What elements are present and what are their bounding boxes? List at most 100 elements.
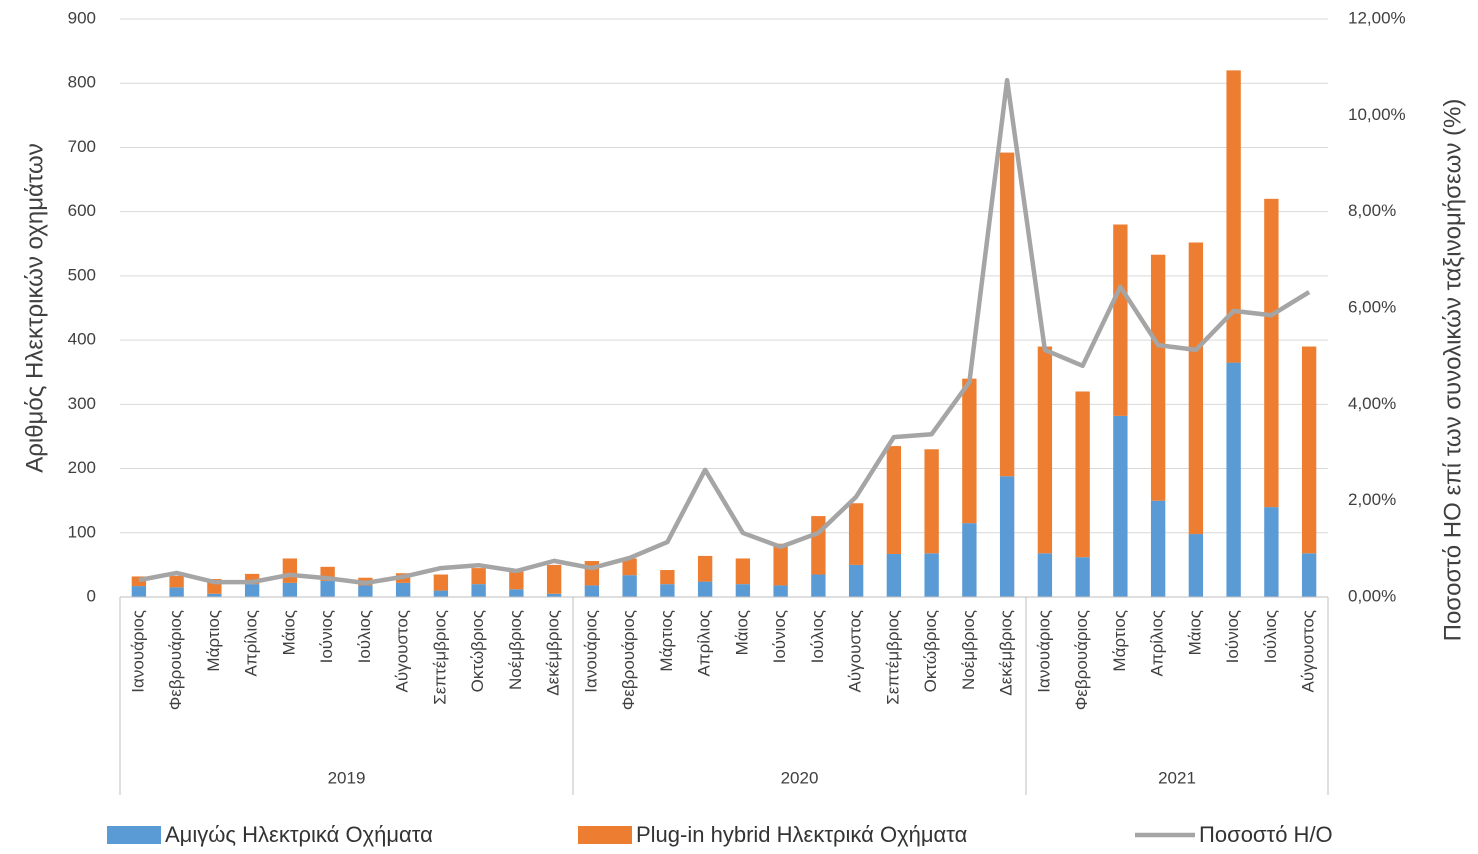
- x-tick-label: Αύγουστος: [1299, 610, 1318, 693]
- bar: [282, 558, 298, 583]
- x-tick-label: Ιανουάριος: [581, 610, 600, 693]
- bar: [1188, 242, 1204, 535]
- x-tick-label: Νοέμβριος: [506, 610, 525, 690]
- bar: [509, 589, 524, 597]
- x-tick-label: Ιούνιος: [770, 610, 789, 663]
- bar: [169, 587, 184, 597]
- legend-swatch: [578, 826, 632, 844]
- x-tick-label: Ιούλιος: [355, 610, 374, 663]
- group-label: 2020: [781, 768, 819, 787]
- x-tick-label: Ιανουάριος: [128, 610, 147, 693]
- x-tick-label: Ιούνιος: [317, 610, 336, 663]
- bar: [1113, 224, 1128, 416]
- group-label: 2019: [328, 768, 366, 787]
- x-tick-label: Σεπτέμβριος: [430, 610, 449, 705]
- bar: [1150, 254, 1166, 501]
- bar: [358, 585, 373, 597]
- y2-tick-label: 4,00%: [1348, 394, 1396, 413]
- bar: [660, 584, 675, 597]
- bar: [1226, 70, 1241, 363]
- x-tick-label: Δεκέμβριος: [997, 610, 1016, 696]
- bar: [1264, 507, 1279, 597]
- y-tick-label: 0: [87, 586, 96, 605]
- x-tick-label: Μάιος: [279, 610, 298, 655]
- x-tick-label: Ιούλιος: [808, 610, 827, 663]
- bar: [622, 575, 637, 597]
- bar: [207, 593, 222, 597]
- bar: [471, 568, 486, 585]
- bar: [1188, 534, 1204, 597]
- bar: [962, 523, 977, 597]
- x-tick-label: Απρίλιος: [695, 610, 714, 676]
- bar: [1301, 346, 1317, 554]
- x-tick-label: Αύγουστος: [846, 610, 865, 693]
- bar: [660, 570, 675, 585]
- bar: [1150, 500, 1166, 597]
- bar: [546, 564, 562, 594]
- bar: [811, 516, 826, 575]
- y-tick-label: 800: [68, 73, 96, 92]
- bar: [395, 582, 411, 597]
- bar: [1037, 553, 1053, 597]
- x-tick-label: Ιανουάριος: [1034, 610, 1053, 693]
- bar: [962, 378, 977, 524]
- bar: [320, 580, 335, 597]
- y-tick-label: 100: [68, 522, 96, 541]
- bar: [886, 553, 902, 597]
- bar: [848, 503, 864, 565]
- bar: [848, 564, 864, 597]
- bar: [433, 590, 449, 597]
- y-tick-label: 500: [68, 265, 96, 284]
- bar: [169, 575, 184, 588]
- x-tick-label: Φεβρουάριος: [619, 610, 638, 710]
- bar: [924, 553, 939, 597]
- bar: [131, 586, 147, 597]
- x-tick-label: Μάρτιος: [657, 610, 676, 672]
- bar: [622, 558, 637, 576]
- bar: [546, 593, 562, 597]
- bar: [1037, 346, 1053, 554]
- bar: [999, 152, 1015, 477]
- legend-label: Plug-in hybrid Ηλεκτρικά Οχήματα: [636, 822, 968, 847]
- y-tick-label: 900: [68, 8, 96, 27]
- y2-tick-label: 2,00%: [1348, 490, 1396, 509]
- group-label: 2021: [1158, 768, 1196, 787]
- x-tick-label: Νοέμβριος: [959, 610, 978, 690]
- x-tick-label: Οκτώβριος: [921, 610, 940, 692]
- bar: [811, 574, 826, 597]
- bar: [924, 449, 939, 554]
- x-tick-label: Σεπτέμβριος: [883, 610, 902, 705]
- x-tick-label: Μάρτιος: [204, 610, 223, 672]
- bar: [697, 555, 713, 582]
- y-tick-label: 300: [68, 394, 96, 413]
- x-tick-label: Αύγουστος: [393, 610, 412, 693]
- bar: [433, 574, 449, 591]
- bar: [1075, 391, 1090, 558]
- y-tick-label: 700: [68, 137, 96, 156]
- x-tick-label: Απρίλιος: [1148, 610, 1167, 676]
- x-tick-label: Ιούνιος: [1223, 610, 1242, 663]
- bar: [131, 576, 147, 587]
- bar: [244, 573, 260, 585]
- y2-tick-label: 0,00%: [1348, 586, 1396, 605]
- y2-tick-label: 8,00%: [1348, 201, 1396, 220]
- x-tick-label: Φεβρουάριος: [1072, 610, 1091, 710]
- bar: [773, 585, 788, 597]
- bar: [471, 584, 486, 597]
- y2-tick-label: 6,00%: [1348, 297, 1396, 316]
- y-tick-label: 400: [68, 330, 96, 349]
- bar: [509, 571, 524, 590]
- x-tick-label: Δεκέμβριος: [544, 610, 563, 696]
- line: [138, 77, 1311, 586]
- bar: [584, 585, 600, 597]
- bar: [773, 543, 788, 586]
- x-tick-label: Ιούλιος: [1261, 610, 1280, 663]
- bar: [999, 476, 1015, 597]
- x-tick-label: Φεβρουάριος: [166, 610, 185, 710]
- x-tick-label: Απρίλιος: [242, 610, 261, 676]
- y-tick-label: 600: [68, 201, 96, 220]
- bar: [697, 581, 713, 597]
- bar: [1226, 362, 1241, 597]
- x-tick-label: Οκτώβριος: [468, 610, 487, 692]
